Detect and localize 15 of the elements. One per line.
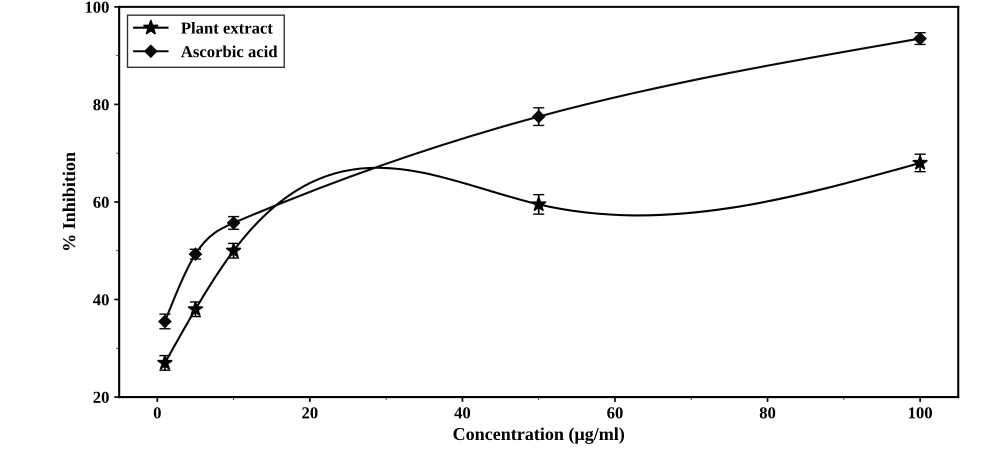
x-tick-label: 20 [302, 407, 318, 418]
x-tick-label: 100 [908, 407, 932, 418]
legend-label: Ascorbic acid [180, 46, 278, 58]
x-tick-label: 0 [154, 407, 161, 418]
y-tick-label: 60 [93, 196, 109, 208]
x-tick-label: 80 [760, 407, 776, 418]
y-tick-label: 100 [86, 2, 109, 13]
y-axis-title: % Inhibition [62, 152, 76, 250]
x-tick-label: 40 [454, 407, 470, 418]
y-tick-label: 80 [93, 99, 109, 110]
y-tick-label: 20 [93, 392, 109, 403]
x-axis-title: Concentration (μg/ml) [453, 427, 624, 444]
x-tick-label: 60 [607, 407, 623, 418]
legend-label: Plant extract [181, 22, 273, 34]
y-tick-label: 40 [93, 294, 109, 306]
